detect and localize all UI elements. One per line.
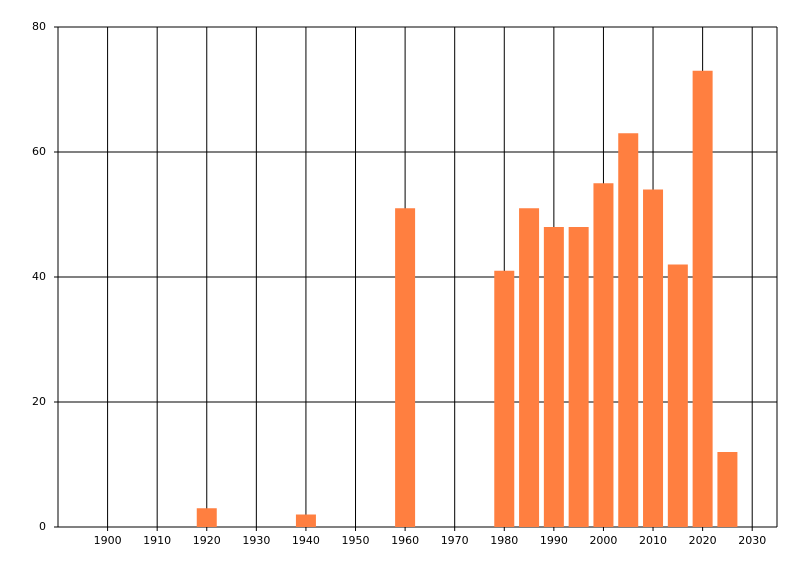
x-tick-label: 1990 [540,534,568,547]
x-tick-label: 1930 [242,534,270,547]
bar [717,452,738,527]
x-tick-label: 2020 [689,534,717,547]
bar [593,183,614,527]
bar [618,133,639,527]
x-tick-label: 2030 [738,534,766,547]
y-tick-label: 60 [32,145,46,158]
x-tick-label: 1980 [490,534,518,547]
bar [643,189,664,527]
bar [295,514,316,527]
x-tick-label: 1950 [342,534,370,547]
y-tick-label: 40 [32,270,46,283]
x-tick-label: 1910 [143,534,171,547]
x-tick-label: 1940 [292,534,320,547]
bar [519,208,540,527]
bar [692,70,713,527]
y-tick-label: 20 [32,395,46,408]
y-tick-label: 0 [39,520,46,533]
bar [395,208,416,527]
y-tick-label: 80 [32,20,46,33]
bar [667,264,688,527]
bar [568,227,589,527]
bar [494,270,515,527]
bar [543,227,564,527]
x-tick-label: 1920 [193,534,221,547]
bar [196,508,217,527]
x-tick-label: 2000 [589,534,617,547]
x-tick-label: 1900 [94,534,122,547]
x-tick-label: 2010 [639,534,667,547]
x-tick-label: 1960 [391,534,419,547]
x-tick-label: 1970 [441,534,469,547]
